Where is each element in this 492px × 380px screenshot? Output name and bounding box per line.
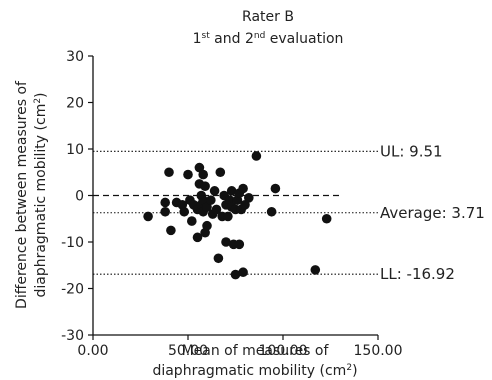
data-point-18: [198, 169, 208, 180]
chart-subtitle: 1st and 2nd evaluation: [193, 31, 344, 47]
reference-line-label-3: LL: -16.92: [380, 265, 455, 283]
y-ticks: 30 20 10 0 -10 -20 -30: [61, 49, 93, 344]
x-tick-label-0: 0.00: [77, 343, 108, 359]
data-point-3: [164, 167, 174, 178]
y-axis-label-line2: diaphragmatic mobility (cm2): [33, 92, 49, 297]
y-axis-label: Difference between measures of diaphragma…: [14, 80, 49, 309]
data-point-1: [160, 197, 170, 208]
y-tick-label-1: 20: [66, 96, 84, 112]
data-point-25: [206, 195, 216, 205]
data-point-40: [230, 269, 241, 280]
data-point-44: [234, 239, 245, 250]
data-points: [143, 151, 332, 280]
y-axis-label-line1: Difference between measures of: [14, 80, 30, 309]
data-point-49: [244, 193, 254, 203]
x-ticks: 0.00 50.00 100.00 150.00: [77, 335, 403, 359]
data-point-21: [200, 181, 210, 191]
data-point-51: [266, 206, 277, 217]
reference-line-label-2: Average: 3.71: [380, 204, 485, 222]
data-point-13: [192, 232, 203, 243]
y-tick-label-6: -30: [61, 328, 84, 344]
x-axis-label-line2: diaphragmatic mobility (cm2): [152, 363, 357, 379]
data-point-30: [215, 167, 226, 178]
data-point-54: [321, 213, 332, 224]
data-point-2: [160, 206, 170, 217]
data-point-0: [143, 211, 153, 222]
y-tick-label-5: -20: [61, 282, 84, 298]
reference-lines: UL: 9.51 Average: 3.71 LL: -16.92: [93, 142, 485, 283]
reference-line-label-0: UL: 9.51: [380, 142, 443, 160]
data-point-38: [226, 186, 237, 196]
data-point-47: [238, 267, 248, 278]
x-tick-label-3: 150.00: [354, 343, 403, 359]
chart-title: Rater B: [242, 9, 294, 25]
data-point-34: [221, 237, 231, 247]
data-point-50: [251, 151, 262, 161]
y-tick-label-0: 30: [66, 49, 84, 65]
data-point-53: [310, 265, 321, 275]
data-point-24: [202, 220, 212, 231]
y-tick-label-4: -10: [61, 235, 84, 251]
y-tick-label-2: 10: [66, 142, 84, 158]
data-point-10: [187, 216, 197, 226]
data-point-46: [238, 183, 248, 194]
data-point-52: [270, 183, 281, 194]
data-point-8: [183, 169, 193, 180]
x-tick-label-2: 100.00: [259, 343, 308, 359]
y-tick-label-3: 0: [75, 189, 84, 205]
data-point-35: [223, 211, 233, 222]
data-point-7: [179, 206, 189, 217]
data-point-29: [213, 253, 224, 264]
x-tick-label-1: 50.00: [168, 343, 208, 359]
x-axis-label-line1: Mean of measures of: [182, 343, 330, 359]
data-point-27: [209, 186, 220, 196]
data-point-4: [166, 225, 176, 236]
data-point-28: [211, 204, 222, 215]
